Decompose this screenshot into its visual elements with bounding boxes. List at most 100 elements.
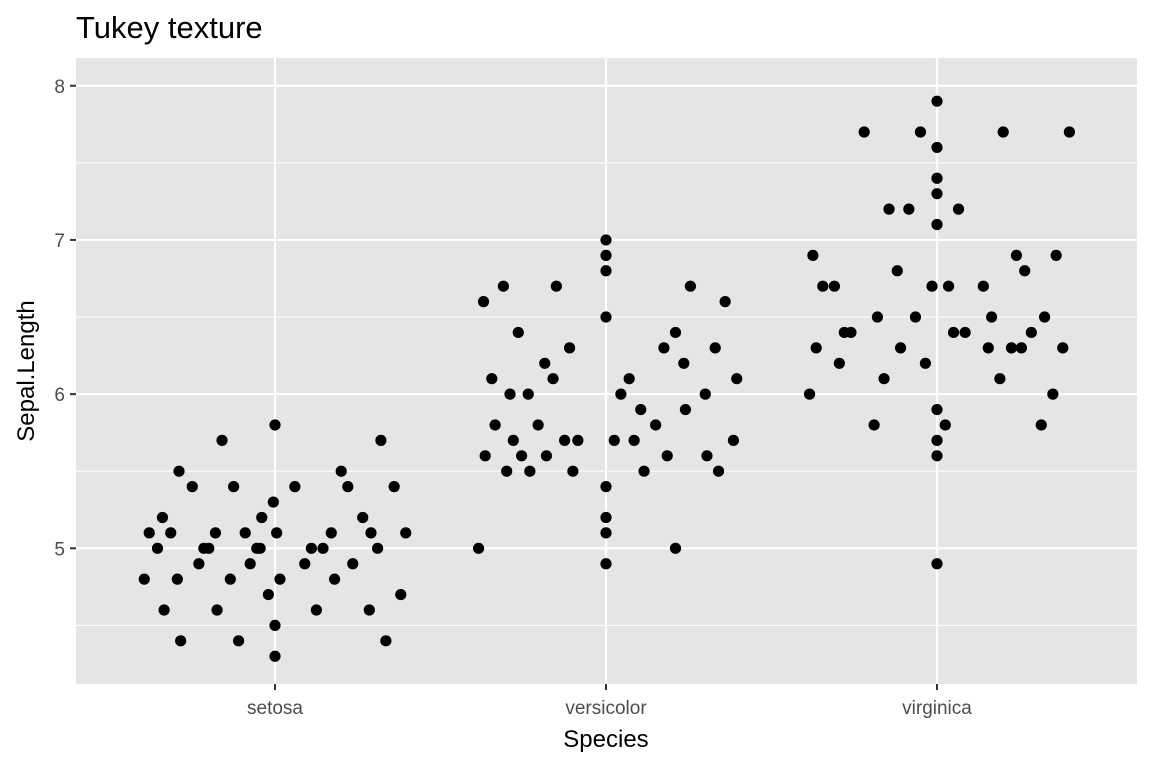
y-tick-label: 5: [54, 539, 65, 560]
data-point-versicolor: [600, 311, 612, 323]
data-point-versicolor: [540, 450, 553, 462]
data-point-versicolor: [572, 434, 584, 446]
data-point-virginica: [1050, 249, 1062, 261]
data-point-versicolor: [623, 373, 635, 385]
x-tick-label: virginica: [902, 698, 972, 719]
x-tick-label: setosa: [247, 698, 303, 719]
data-point-virginica: [845, 326, 857, 339]
data-point-virginica: [909, 311, 922, 323]
data-point-virginica: [919, 357, 932, 369]
data-point-versicolor: [600, 511, 612, 524]
data-point-virginica: [939, 419, 951, 431]
y-axis: 5 6 7 8: [54, 77, 76, 560]
data-point-setosa: [151, 542, 164, 554]
data-point-virginica: [1035, 419, 1047, 431]
data-point-versicolor: [559, 434, 571, 446]
data-point-setosa: [211, 604, 223, 616]
data-point-setosa: [342, 481, 354, 493]
data-point-versicolor: [638, 465, 650, 477]
data-point-setosa: [400, 527, 412, 539]
data-point-versicolor: [600, 527, 612, 539]
data-point-setosa: [209, 527, 222, 539]
data-point-setosa: [254, 542, 266, 554]
data-point-versicolor: [472, 542, 485, 554]
data-point-virginica: [803, 388, 816, 400]
data-point-setosa: [269, 650, 281, 662]
data-point-setosa: [216, 434, 228, 446]
data-point-virginica: [931, 141, 943, 154]
data-point-virginica: [931, 558, 943, 570]
data-point-versicolor: [600, 481, 612, 493]
data-point-versicolor: [615, 388, 627, 400]
data-point-setosa: [244, 558, 256, 570]
data-point-setosa: [289, 481, 301, 493]
data-point-versicolor: [712, 465, 725, 477]
data-point-virginica: [952, 203, 965, 215]
data-point-virginica: [894, 342, 907, 354]
data-point-setosa: [138, 573, 150, 585]
data-point-virginica: [931, 218, 943, 231]
data-point-versicolor: [501, 465, 513, 477]
data-point-setosa: [310, 604, 322, 616]
data-point-setosa: [365, 527, 377, 539]
data-point-versicolor: [658, 342, 670, 354]
data-point-setosa: [395, 588, 407, 601]
data-point-virginica: [903, 203, 915, 215]
data-point-virginica: [931, 450, 943, 462]
data-point-versicolor: [709, 342, 721, 354]
data-point-setosa: [317, 542, 329, 554]
data-point-setosa: [193, 558, 205, 570]
data-point-setosa: [256, 511, 268, 524]
data-point-versicolor: [678, 357, 690, 369]
data-point-virginica: [914, 126, 927, 138]
data-point-virginica: [1057, 342, 1069, 354]
data-point-versicolor: [608, 434, 620, 446]
data-point-virginica: [1005, 342, 1018, 354]
data-point-versicolor: [512, 326, 524, 339]
data-point-versicolor: [489, 419, 501, 431]
data-point-versicolor: [539, 357, 551, 369]
x-axis: setosa versicolor virginica: [247, 684, 972, 719]
data-point-versicolor: [727, 434, 740, 446]
data-point-virginica: [926, 280, 938, 292]
data-point-setosa: [262, 588, 274, 601]
data-point-setosa: [269, 419, 281, 431]
data-point-versicolor: [701, 450, 713, 462]
major-gridlines: [76, 58, 1137, 684]
data-point-setosa: [269, 619, 281, 632]
data-point-setosa: [158, 604, 170, 616]
data-point-setosa: [388, 481, 400, 493]
data-point-versicolor: [477, 296, 490, 308]
data-point-versicolor: [532, 419, 544, 431]
data-point-virginica: [931, 403, 943, 416]
data-point-virginica: [1015, 342, 1028, 354]
data-point-setosa: [224, 573, 236, 585]
data-point-virginica: [994, 373, 1006, 385]
data-point-setosa: [186, 481, 198, 493]
data-point-setosa: [335, 465, 347, 477]
data-point-versicolor: [504, 388, 516, 400]
data-point-virginica: [986, 311, 998, 323]
data-point-versicolor: [650, 419, 662, 431]
data-point-virginica: [871, 311, 884, 323]
data-point-versicolor: [731, 373, 743, 385]
data-point-setosa: [228, 481, 240, 493]
data-point-versicolor: [600, 249, 612, 261]
data-point-setosa: [328, 573, 341, 585]
data-point-versicolor: [550, 280, 562, 292]
data-point-virginica: [883, 203, 895, 215]
data-point-virginica: [997, 126, 1009, 138]
x-tick-label: versicolor: [565, 698, 647, 719]
data-point-versicolor: [479, 450, 491, 462]
data-point-versicolor: [547, 373, 559, 385]
data-point-setosa: [173, 465, 185, 477]
data-point-versicolor: [600, 234, 612, 246]
data-point-virginica: [959, 326, 971, 339]
data-point-virginica: [1019, 265, 1031, 277]
data-point-virginica: [942, 280, 955, 292]
data-point-setosa: [363, 604, 375, 616]
data-point-versicolor: [515, 450, 528, 462]
data-point-versicolor: [567, 465, 579, 477]
data-point-virginica: [833, 357, 845, 369]
